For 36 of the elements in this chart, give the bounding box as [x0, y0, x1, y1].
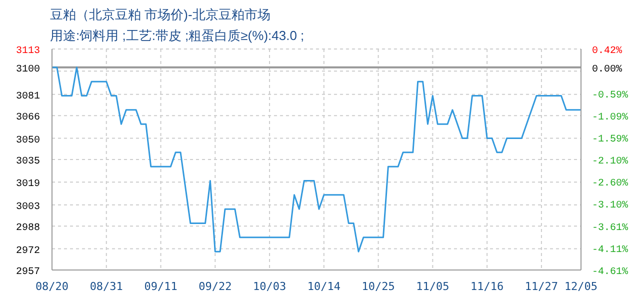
chart-title: 豆粕（北京豆粕 市场价)-北京豆粕市场	[50, 6, 270, 24]
y-tick-label: 3003	[16, 202, 40, 213]
x-tick-label: 09/22	[198, 280, 232, 293]
y-tick-label: 3066	[16, 112, 40, 124]
line-series	[52, 66, 581, 252]
x-tick-label: 08/31	[90, 280, 123, 293]
x-tick-label: 08/20	[35, 280, 69, 293]
y2-tick-label: -4.61%	[592, 267, 628, 278]
y-tick-label: 3081	[16, 91, 40, 102]
y2-tick-label: -2.60%	[592, 178, 628, 190]
y2-tick-label: -0.59%	[592, 90, 628, 102]
x-tick-label: 11/16	[470, 280, 504, 293]
x-tick-label: 10/14	[307, 280, 341, 293]
y-tick-label: 2972	[16, 246, 40, 257]
x-tick-label: 10/25	[362, 280, 395, 293]
y2-tick-label: -4.11%	[592, 245, 628, 256]
y-tick-label: 3050	[16, 135, 40, 146]
y2-tick-label: -2.10%	[592, 156, 628, 168]
y2-tick-label: -3.61%	[592, 223, 628, 234]
x-tick-label: 11/05	[416, 280, 450, 293]
x-tick-label: 10/03	[252, 280, 286, 293]
x-tick-label: 09/11	[144, 280, 178, 293]
y2-tick-label: -1.59%	[592, 134, 628, 146]
y-tick-label: 3019	[16, 179, 40, 190]
y-tick-label: 3035	[16, 156, 40, 168]
y-tick-label: 2988	[16, 223, 40, 234]
y-tick-label: 2957	[16, 267, 40, 278]
y2-tick-label: -3.10%	[592, 200, 628, 212]
y-tick-label: 3113	[16, 46, 40, 57]
y2-tick-label: 0.42%	[592, 46, 622, 57]
x-tick-label: 12/05	[564, 280, 598, 293]
y2-tick-label: -1.09%	[592, 112, 628, 124]
y-tick-label: 3100	[16, 64, 40, 76]
chart-subtitle: 用途:饲料用 ;工艺:带皮 ;粗蛋白质≥(%):43.0 ;	[50, 27, 304, 45]
y2-tick-label: 0.00%	[592, 64, 622, 76]
x-tick-label: 11/27	[524, 280, 558, 293]
